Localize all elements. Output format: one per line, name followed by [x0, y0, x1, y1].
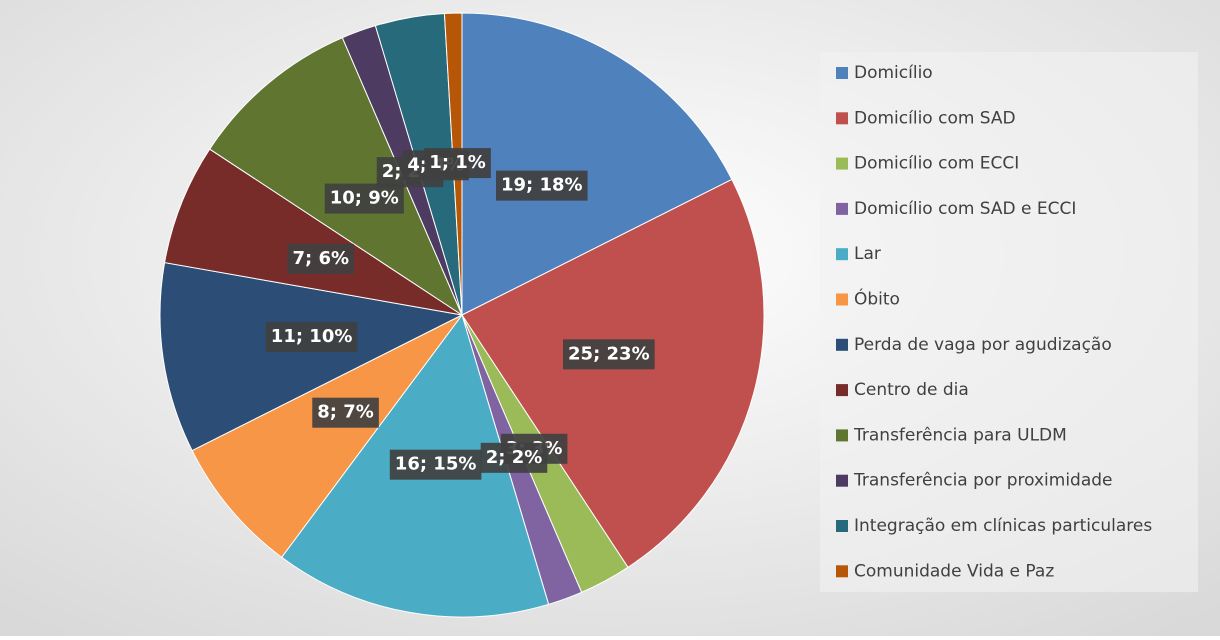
- data-label: 11; 10%: [271, 326, 353, 347]
- legend-label: Comunidade Vida e Paz: [854, 561, 1054, 581]
- legend-label: Lar: [854, 244, 881, 264]
- legend-swatch: [836, 112, 848, 125]
- data-label-box: [312, 397, 379, 428]
- data-label-box: [265, 322, 358, 353]
- legend-label: Perda de vaga por agudização: [854, 335, 1112, 355]
- legend-label: Domicílio com ECCI: [854, 154, 1019, 174]
- data-label-box: [563, 339, 655, 370]
- legend-label: Integração em clínicas particulares: [854, 516, 1152, 536]
- legend-swatch: [836, 67, 848, 79]
- data-label-box: [495, 170, 588, 201]
- data-label-box: [424, 148, 491, 179]
- data-label: 16; 15%: [395, 454, 477, 475]
- legend-swatch: [836, 157, 848, 170]
- legend-box: [820, 52, 1198, 592]
- data-label: 25; 23%: [568, 343, 650, 364]
- legend-label: Domicílio com SAD e ECCI: [854, 199, 1076, 219]
- legend-swatch: [836, 293, 848, 306]
- pie-slice: [191, 314, 463, 558]
- data-label: 10; 9%: [330, 188, 399, 209]
- data-label-box: [389, 449, 482, 480]
- data-label: 2; 2%: [486, 447, 543, 468]
- data-label-box: [287, 243, 355, 274]
- legend-swatch: [836, 202, 848, 215]
- legend-label: Transferência para ULDM: [853, 425, 1067, 445]
- legend-label: Óbito: [854, 288, 900, 310]
- legend-swatch: [836, 474, 848, 487]
- legend-swatch: [836, 248, 848, 261]
- legend-swatch: [836, 338, 848, 351]
- legend-swatch: [836, 520, 848, 532]
- legend-swatch: [836, 565, 848, 578]
- pie-slice: [208, 37, 464, 317]
- data-label-box: [480, 442, 548, 473]
- legend-label: Centro de dia: [854, 380, 969, 400]
- legend-label: Domicílio: [854, 63, 933, 83]
- data-label: 8; 7%: [317, 402, 374, 423]
- pie-slice: [159, 261, 464, 452]
- legend-label: Transferência por proximidade: [853, 471, 1113, 491]
- data-label: 7; 6%: [292, 248, 349, 269]
- data-label: 19; 18%: [501, 175, 583, 196]
- data-label: 1; 1%: [429, 152, 486, 173]
- pie-slice: [461, 12, 733, 316]
- data-label-box: [324, 183, 404, 214]
- legend-swatch: [836, 429, 848, 442]
- legend-swatch: [836, 384, 848, 397]
- pie-slice: [461, 178, 765, 569]
- legend-label: Domicílio com SAD: [854, 108, 1016, 128]
- pie-slice: [164, 148, 463, 316]
